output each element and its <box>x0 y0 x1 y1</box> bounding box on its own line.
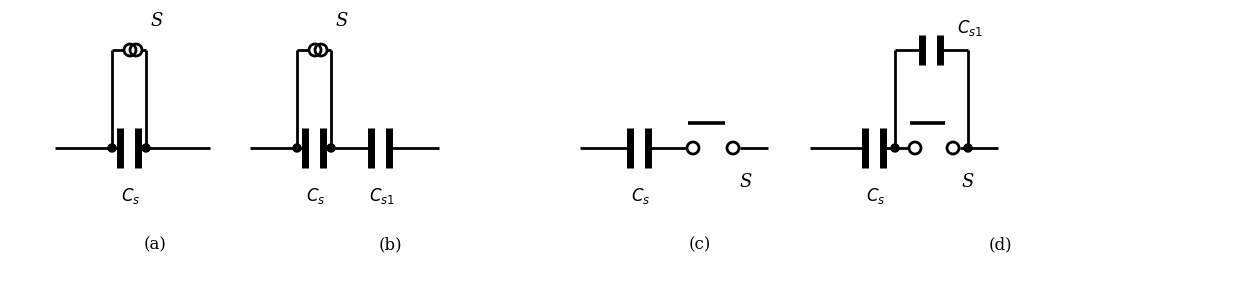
Circle shape <box>327 144 335 152</box>
Circle shape <box>124 44 136 56</box>
Circle shape <box>947 142 959 154</box>
Circle shape <box>687 142 699 154</box>
Text: (d): (d) <box>988 236 1012 253</box>
Text: $C_{s1}$: $C_{s1}$ <box>957 18 983 38</box>
Circle shape <box>909 142 921 154</box>
Text: S: S <box>961 173 973 191</box>
Text: $C_{s1}$: $C_{s1}$ <box>370 186 396 206</box>
Circle shape <box>293 144 301 152</box>
Text: $C_s$: $C_s$ <box>306 186 326 206</box>
Text: $C_s$: $C_s$ <box>122 186 140 206</box>
Circle shape <box>143 144 150 152</box>
Circle shape <box>727 142 739 154</box>
Circle shape <box>309 44 321 56</box>
Circle shape <box>130 44 143 56</box>
Circle shape <box>892 144 899 152</box>
Circle shape <box>963 144 972 152</box>
Circle shape <box>108 144 117 152</box>
Text: $C_s$: $C_s$ <box>867 186 885 206</box>
Text: S: S <box>739 173 751 191</box>
Text: S: S <box>150 12 162 30</box>
Text: (b): (b) <box>378 236 402 253</box>
Text: $C_s$: $C_s$ <box>631 186 651 206</box>
Text: (c): (c) <box>688 236 712 253</box>
Text: S: S <box>335 12 347 30</box>
Circle shape <box>315 44 327 56</box>
Text: (a): (a) <box>144 236 166 253</box>
